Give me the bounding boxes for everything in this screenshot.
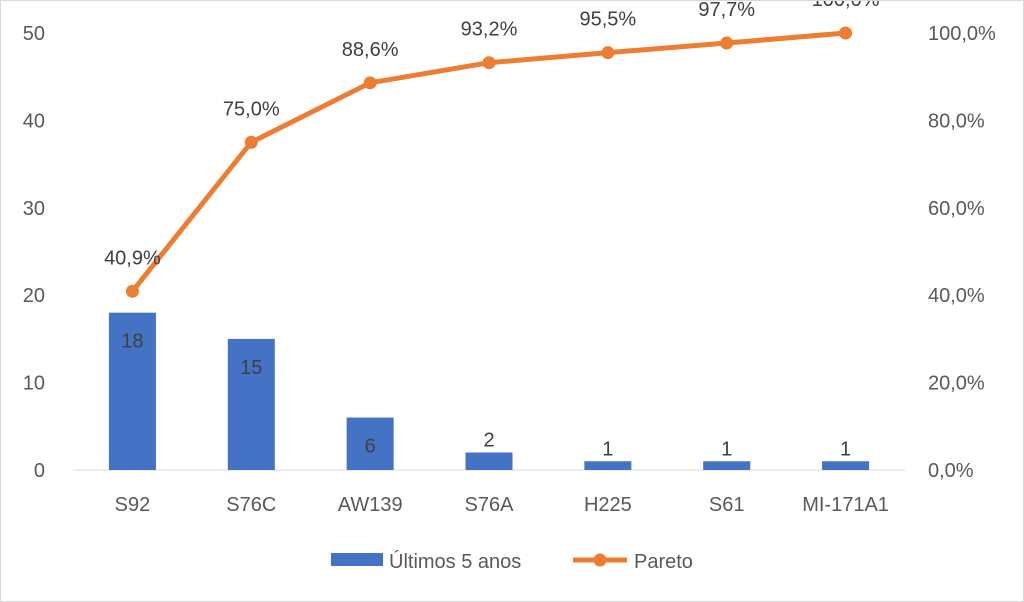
pareto-data-label: 88,6% xyxy=(342,39,399,61)
legend-bar-label: Últimos 5 anos xyxy=(389,550,521,573)
bar xyxy=(465,452,513,470)
pareto-point xyxy=(244,135,258,149)
pareto-data-label: 75,0% xyxy=(223,98,280,120)
bar-data-label: 6 xyxy=(365,436,376,458)
pareto-data-label: 95,5% xyxy=(579,9,636,31)
left-axis-tick-label: 0 xyxy=(34,460,45,482)
pareto-point xyxy=(363,76,377,90)
pareto-point xyxy=(482,56,496,70)
left-axis-tick-label: 10 xyxy=(23,373,45,395)
left-axis-tick-label: 40 xyxy=(23,110,45,132)
bar xyxy=(584,461,632,470)
right-axis-tick-label: 40,0% xyxy=(928,285,985,307)
bar-data-label: 1 xyxy=(721,438,732,460)
left-axis-tick-label: 30 xyxy=(23,198,45,220)
category-label: S92 xyxy=(115,494,151,516)
right-axis-tick-label: 100,0% xyxy=(928,23,996,45)
bar xyxy=(703,461,751,470)
pareto-point xyxy=(601,46,615,60)
category-label: S61 xyxy=(709,494,745,516)
pareto-data-label: 100,0% xyxy=(812,1,880,11)
category-label: AW139 xyxy=(338,494,403,516)
left-axis-tick-label: 50 xyxy=(23,23,45,45)
bar xyxy=(346,417,394,470)
pareto-data-label: 93,2% xyxy=(461,19,518,41)
category-label: S76A xyxy=(465,494,515,516)
bar-data-label: 1 xyxy=(602,438,613,460)
bar-data-label: 1 xyxy=(840,438,851,460)
bar-data-label: 15 xyxy=(240,357,262,379)
pareto-line xyxy=(129,30,849,294)
pareto-point xyxy=(125,284,139,298)
pareto-point xyxy=(720,36,734,50)
right-axis-tick-label: 60,0% xyxy=(928,198,985,220)
right-axis-tick-label: 80,0% xyxy=(928,110,985,132)
pareto-data-label: 40,9% xyxy=(104,247,161,269)
left-axis-tick-label: 20 xyxy=(23,285,45,307)
pareto-point xyxy=(839,26,853,40)
bar xyxy=(822,461,870,470)
legend-bar-swatch xyxy=(331,553,383,566)
bar xyxy=(227,338,275,470)
legend-line-label: Pareto xyxy=(634,551,693,573)
category-label: H225 xyxy=(584,494,632,516)
bar-data-label: 2 xyxy=(483,430,494,452)
category-label: S76C xyxy=(226,494,276,516)
right-axis-tick-label: 20,0% xyxy=(928,373,985,395)
legend-line-marker xyxy=(593,553,607,567)
category-label: MI-171A1 xyxy=(802,494,889,516)
pareto-data-label: 97,7% xyxy=(698,1,755,21)
bar-data-label: 18 xyxy=(121,331,143,353)
right-axis-tick-label: 0,0% xyxy=(928,460,974,482)
bar xyxy=(108,312,156,470)
